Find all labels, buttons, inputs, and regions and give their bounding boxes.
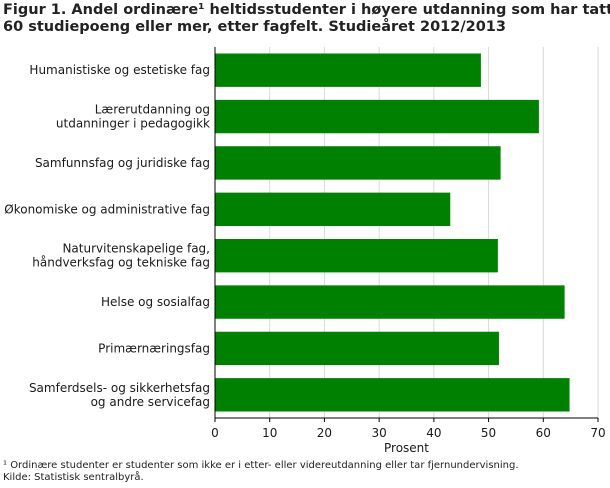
category-label-6: Primærnæringsfag <box>98 341 210 355</box>
x-axis-label: Prosent <box>384 441 429 455</box>
x-tick-label-5: 50 <box>481 426 496 440</box>
x-tick-label-0: 0 <box>211 426 219 440</box>
category-label-1-line-2: utdanninger i pedagogikk <box>56 117 210 131</box>
x-tick-label-2: 20 <box>317 426 332 440</box>
chart-title-line-1: Figur 1. Andel ordinære¹ heltidsstudente… <box>3 2 610 18</box>
bar-2 <box>215 146 501 180</box>
footnote-definition: ¹ Ordinære studenter er studenter som ik… <box>3 460 519 471</box>
category-label-1-line-1: Lærerutdanning og <box>95 103 210 117</box>
category-label-7-line-2: og andre servicefag <box>91 395 210 409</box>
bar-1 <box>215 99 539 134</box>
bar-7 <box>215 378 570 412</box>
category-label-3: Økonomiske og administrative fag <box>4 202 210 216</box>
category-label-7-line-1: Samferdsels- og sikkerhetsfag <box>29 381 210 395</box>
bar-6 <box>215 331 499 366</box>
bar-0 <box>215 53 481 87</box>
category-label-2: Samfunnsfag og juridiske fag <box>35 156 210 170</box>
category-label-5: Helse og sosialfag <box>101 295 210 309</box>
x-tick-label-6: 60 <box>536 426 551 440</box>
category-label-0: Humanistiske og estetiske fag <box>29 63 210 77</box>
bar-5 <box>215 285 565 319</box>
chart-title: Figur 1. Andel ordinære¹ heltidsstudente… <box>3 2 610 36</box>
chart-footnote: ¹ Ordinære studenter er studenter som ik… <box>3 460 607 484</box>
bar-3 <box>215 192 451 227</box>
footnote-source: Kilde: Statistisk sentralbyrå. <box>3 472 144 483</box>
bar-4 <box>215 238 498 273</box>
bar-chart: Humanistiske og estetiske fag Lærerutdann… <box>4 47 606 455</box>
chart-title-line-2: 60 studiepoeng eller mer, etter fagfelt.… <box>3 19 506 35</box>
x-tick-label-7: 70 <box>590 426 605 440</box>
x-tick-label-4: 40 <box>426 426 441 440</box>
x-tick-label-3: 30 <box>372 426 387 440</box>
category-label-4-line-1: Naturvitenskapelige fag, <box>62 242 210 256</box>
x-tick-label-1: 10 <box>262 426 277 440</box>
category-label-4-line-2: håndverksfag og tekniske fag <box>32 256 210 270</box>
